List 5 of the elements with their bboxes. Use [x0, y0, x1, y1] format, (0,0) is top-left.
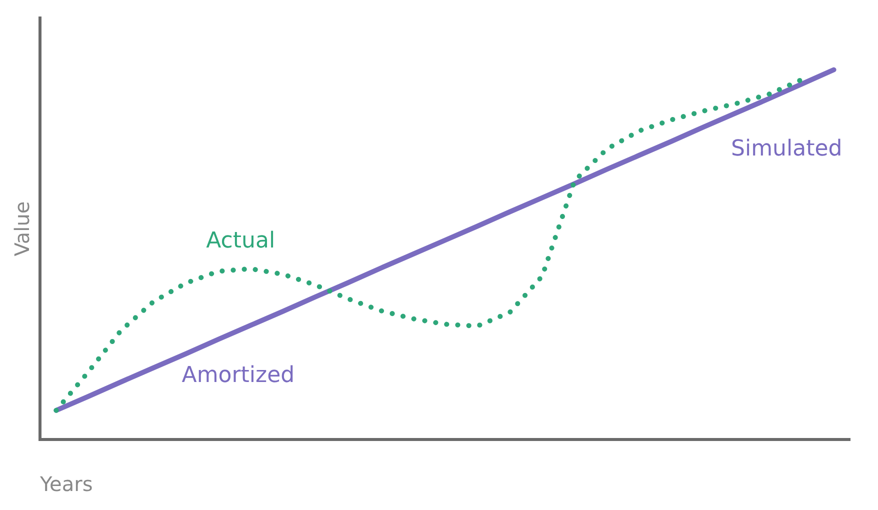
y-axis-title: Value	[10, 201, 34, 256]
series-label: Actual	[206, 228, 276, 254]
x-axis-title: Years	[39, 472, 93, 496]
annotation: Amortized	[182, 363, 295, 388]
annotation: Simulated	[731, 136, 842, 162]
